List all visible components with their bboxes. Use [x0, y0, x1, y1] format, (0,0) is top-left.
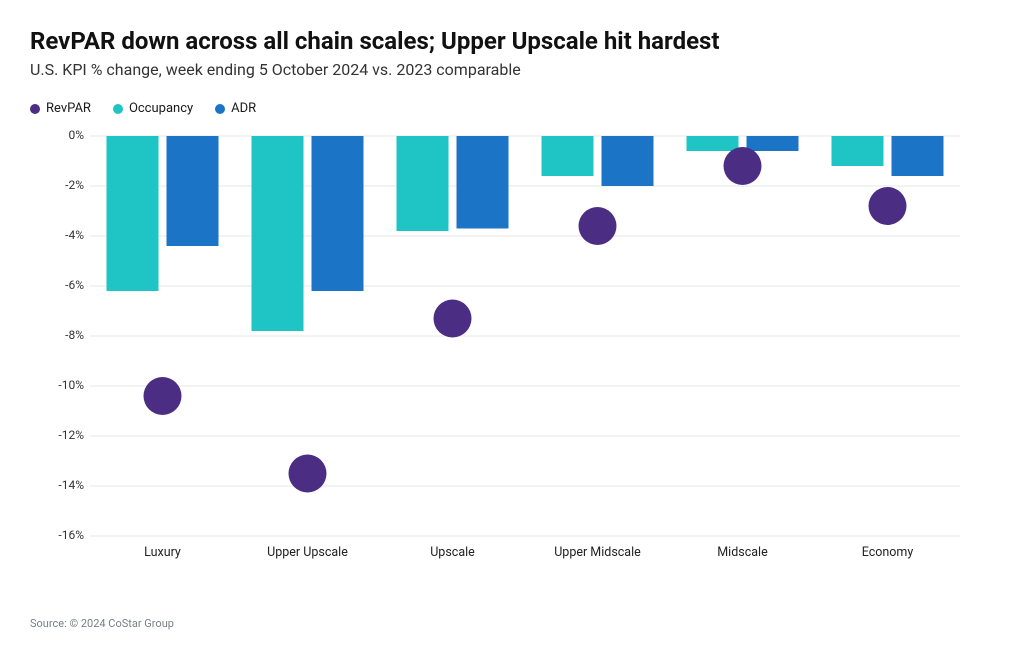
chart-svg: 0% -2% -4% -6% -8% -10% -12% -14% -16% Luxury Uppe… — [30, 126, 970, 566]
marker-revpar — [579, 207, 617, 245]
bar-occupancy — [397, 136, 449, 231]
bar-adr — [602, 136, 654, 186]
legend-label-occupancy: Occupancy — [129, 101, 193, 116]
marker-revpar — [869, 187, 907, 225]
chart: 0% -2% -4% -6% -8% -10% -12% -14% -16% Luxury Uppe… — [30, 126, 970, 566]
legend-item-revpar: RevPAR — [30, 101, 91, 116]
bar-occupancy — [542, 136, 594, 176]
bar-adr — [457, 136, 509, 229]
y-tick-label: -4% — [65, 228, 84, 242]
legend-swatch-occupancy — [113, 104, 123, 114]
x-tick-label: Upper Midscale — [554, 545, 641, 560]
y-tick-label: -14% — [58, 478, 84, 492]
x-tick-label: Upper Upscale — [267, 545, 348, 560]
bar-adr — [167, 136, 219, 246]
y-tick-label: -16% — [58, 528, 84, 542]
y-tick-label: -2% — [65, 178, 84, 192]
page: RevPAR down across all chain scales; Upp… — [0, 0, 1020, 650]
bar-adr — [892, 136, 944, 176]
x-tick-label: Midscale — [717, 545, 768, 560]
legend: RevPAR Occupancy ADR — [30, 101, 990, 116]
chart-subtitle: U.S. KPI % change, week ending 5 October… — [30, 60, 990, 79]
marker-revpar — [289, 455, 327, 493]
bar-occupancy — [107, 136, 159, 291]
legend-item-adr: ADR — [215, 101, 256, 116]
y-tick-label: -12% — [58, 428, 84, 442]
x-tick-label: Upscale — [430, 545, 475, 560]
y-tick-label: -10% — [58, 378, 84, 392]
legend-swatch-revpar — [30, 104, 40, 114]
bar-occupancy — [252, 136, 304, 331]
bar-adr — [747, 136, 799, 151]
marker-revpar — [144, 377, 182, 415]
bar-occupancy — [832, 136, 884, 166]
source-text: Source: © 2024 CoStar Group — [30, 617, 174, 630]
y-tick-label: -6% — [65, 278, 84, 292]
bar-occupancy — [687, 136, 739, 151]
chart-title: RevPAR down across all chain scales; Upp… — [30, 26, 990, 56]
legend-label-revpar: RevPAR — [46, 101, 91, 116]
legend-label-adr: ADR — [231, 101, 256, 116]
y-tick-label: -8% — [65, 328, 84, 342]
legend-swatch-adr — [215, 104, 225, 114]
x-tick-label: Economy — [862, 545, 914, 560]
x-tick-label: Luxury — [144, 545, 181, 560]
marker-revpar — [724, 147, 762, 185]
marker-revpar — [434, 300, 472, 338]
y-tick-label: 0% — [68, 128, 84, 142]
bar-adr — [312, 136, 364, 291]
legend-item-occupancy: Occupancy — [113, 101, 193, 116]
